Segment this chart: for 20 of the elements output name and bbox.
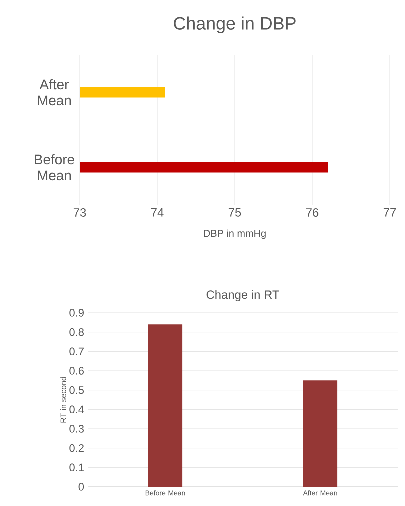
x-tick-label: 76 [306,208,319,217]
y-tick-label: 0.2 [70,444,84,452]
x-axis-title: DBP in mmHg [204,230,266,240]
y-tick-label: Before Mean [35,154,74,181]
y-tick-label: 0.7 [70,348,84,356]
x-tick-label: 74 [151,208,164,217]
chart-title: Change in RT [206,290,280,302]
y-tick-label: 0.8 [70,328,84,336]
y-tick-label: 0.5 [70,386,84,394]
y-tick-label: 0.1 [70,464,84,472]
y-tick-label: 0.3 [70,425,84,433]
y-tick-label: 0 [78,483,84,491]
y-tick-label: 0.4 [70,406,84,414]
x-tick-label: 75 [228,208,242,217]
y-tick-label: After Mean [38,79,72,106]
y-tick-label: 0.6 [70,367,84,375]
x-tick-label: 73 [74,208,86,217]
x-tick-label: 77 [384,208,396,217]
y-tick-label: 0.9 [70,309,84,317]
chart-title: Change in DBP [174,16,296,34]
